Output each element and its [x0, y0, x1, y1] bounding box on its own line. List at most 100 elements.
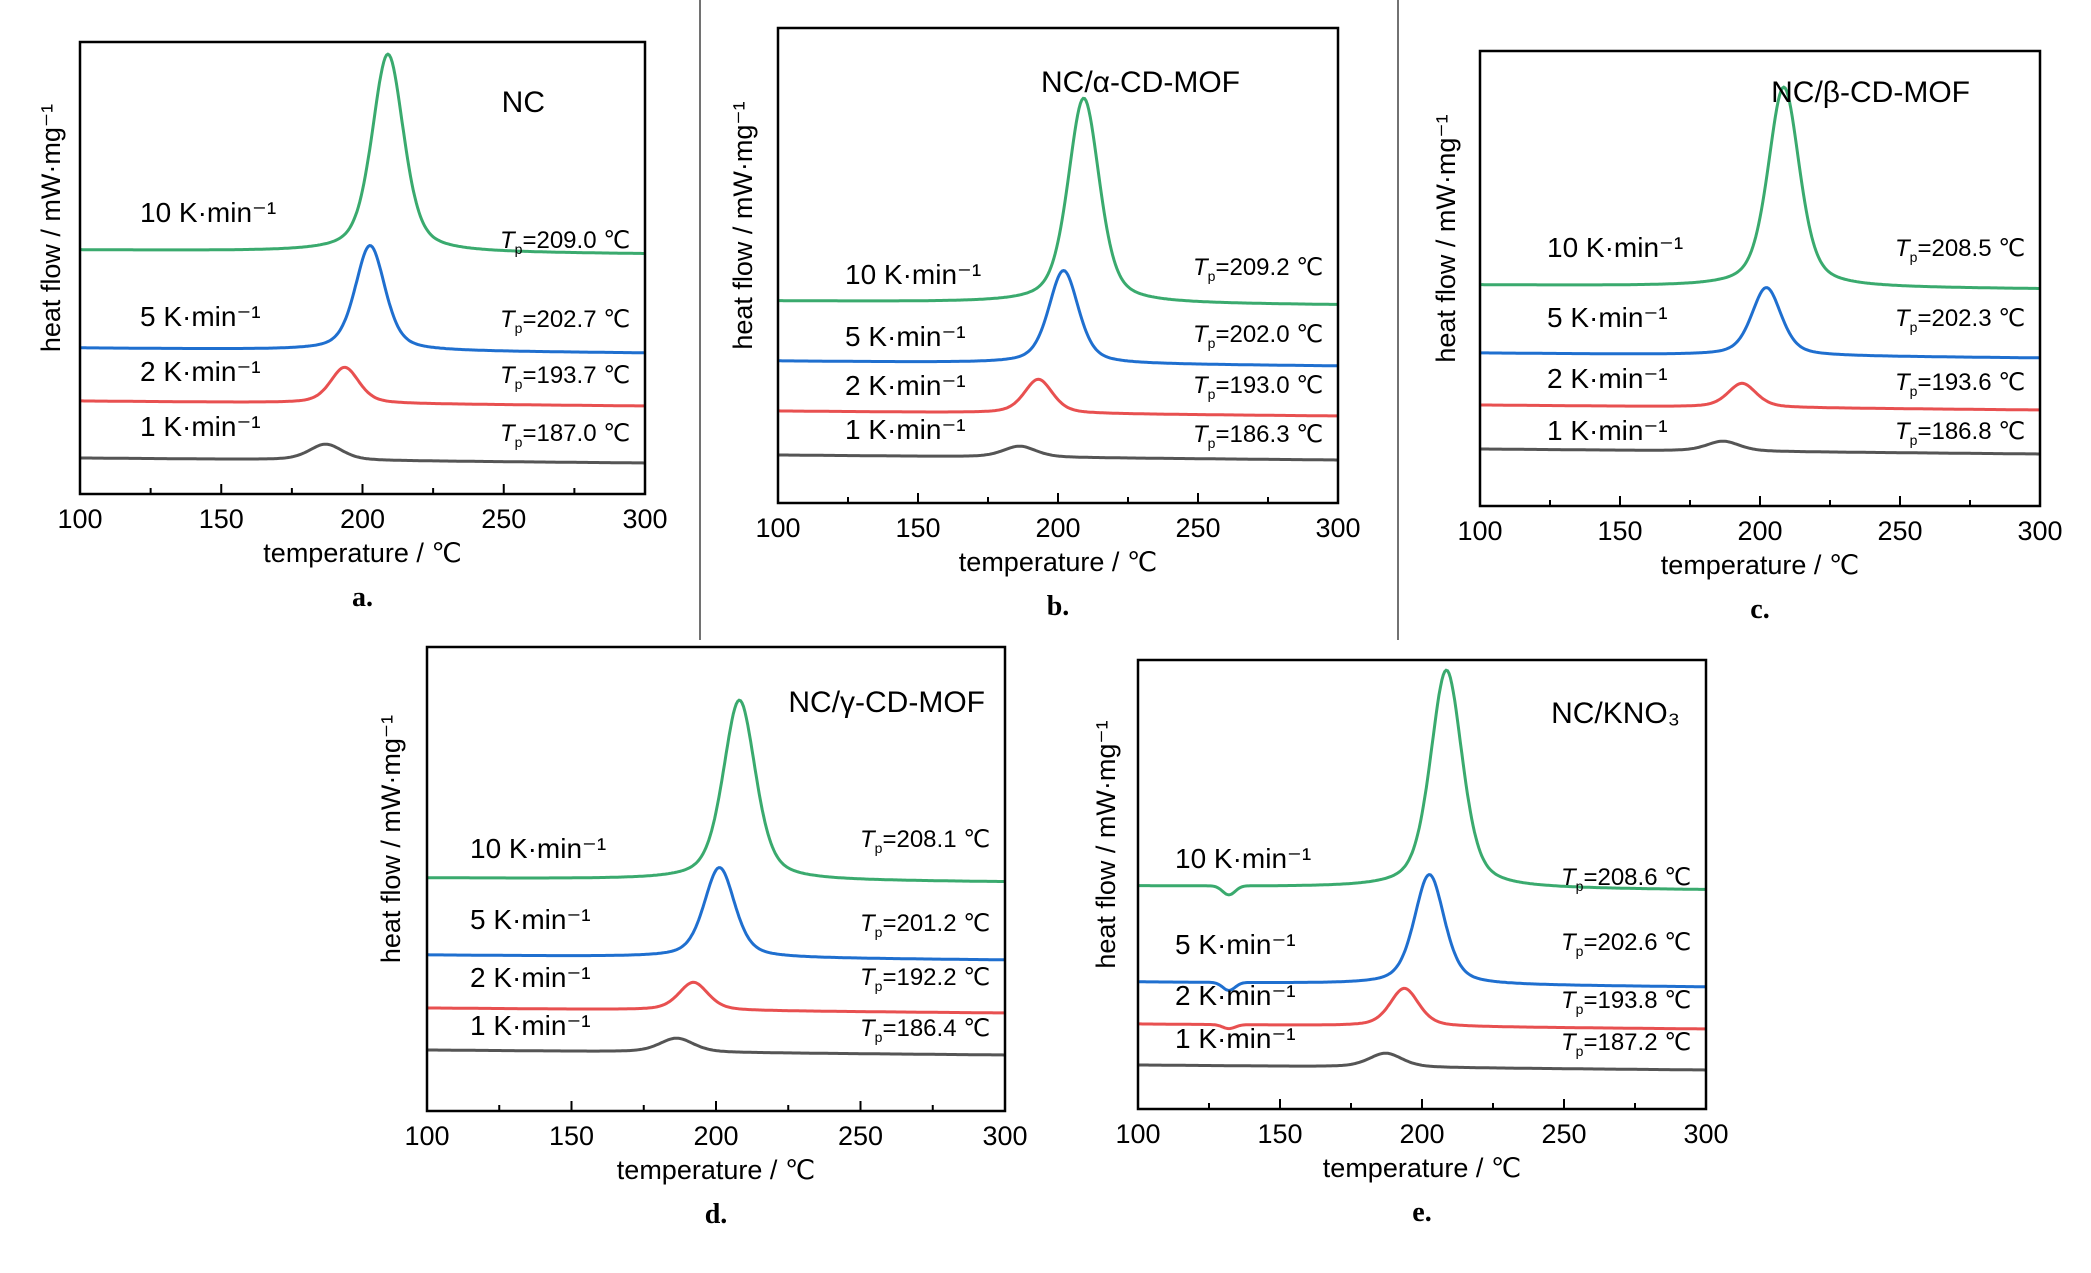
- x-tick-label: 150: [1597, 516, 1642, 546]
- peak-temperature-label: Tp=208.5 ℃: [1895, 235, 2025, 265]
- y-axis-label: heat flow / mW·mg⁻¹: [1431, 114, 1461, 362]
- peak-temperature-label: Tp=186.4 ℃: [860, 1015, 990, 1045]
- y-axis-label: heat flow / mW·mg⁻¹: [728, 101, 758, 349]
- panel-title: NC: [502, 86, 545, 119]
- rate-label: 5 K·min⁻¹: [1547, 302, 1668, 333]
- panel-letter: e.: [1412, 1197, 1431, 1228]
- panel-letter: b.: [1047, 591, 1070, 622]
- rate-label: 10 K·min⁻¹: [1175, 843, 1311, 874]
- peak-temperature-label: Tp=193.7 ℃: [500, 362, 630, 392]
- panel-title: NC/α-CD-MOF: [1041, 66, 1240, 99]
- series-line: [1480, 286, 2041, 360]
- panel-letter: a.: [352, 582, 373, 613]
- x-tick-label: 200: [1737, 516, 1782, 546]
- x-tick-label: 300: [622, 504, 667, 534]
- series-line: [80, 244, 645, 355]
- x-tick-label: 150: [895, 513, 940, 543]
- rate-label: 1 K·min⁻¹: [1547, 415, 1668, 446]
- series-line: [778, 269, 1338, 368]
- series-line: [1480, 85, 2040, 290]
- peak-temperature-label: Tp=187.0 ℃: [500, 420, 630, 450]
- panel-c: 10 K·min⁻¹ Tp=208.5 ℃ 5 K·min⁻¹ Tp=202.3 ℃ 2…: [1431, 49, 2063, 625]
- x-axis-label: temperature / ℃: [1661, 550, 1859, 580]
- x-tick-label: 100: [1115, 1119, 1160, 1149]
- panel-d: 10 K·min⁻¹ Tp=208.1 ℃ 5 K·min⁻¹ Tp=201.2 ℃ 2…: [376, 645, 1028, 1230]
- panel-letter: d.: [705, 1199, 728, 1230]
- rate-label: 5 K·min⁻¹: [140, 301, 261, 332]
- rate-label: 10 K·min⁻¹: [470, 833, 606, 864]
- series-line: [427, 1036, 1005, 1057]
- peak-temperature-label: Tp=202.6 ℃: [1561, 929, 1691, 959]
- rate-label: 2 K·min⁻¹: [1175, 980, 1296, 1011]
- rate-label: 2 K·min⁻¹: [1547, 363, 1668, 394]
- x-tick-label: 250: [1541, 1119, 1586, 1149]
- peak-temperature-label: Tp=186.8 ℃: [1895, 418, 2025, 448]
- peak-temperature-label: Tp=193.6 ℃: [1895, 369, 2025, 399]
- x-tick-label: 250: [1175, 513, 1220, 543]
- rate-label: 1 K·min⁻¹: [845, 414, 966, 445]
- x-axis-label: temperature / ℃: [1323, 1153, 1521, 1183]
- x-tick-label: 250: [838, 1121, 883, 1151]
- peak-temperature-label: Tp=186.3 ℃: [1193, 421, 1323, 451]
- rate-label: 5 K·min⁻¹: [845, 321, 966, 352]
- x-tick-label: 100: [404, 1121, 449, 1151]
- series-line: [80, 52, 645, 255]
- x-tick-label: 200: [1399, 1119, 1444, 1149]
- rate-label: 1 K·min⁻¹: [1175, 1023, 1296, 1054]
- series-line: [426, 980, 1006, 1015]
- panel-title: NC/γ-CD-MOF: [788, 686, 985, 719]
- series-line: [79, 442, 645, 465]
- peak-temperature-label: Tp=187.2 ℃: [1561, 1029, 1691, 1059]
- peak-temperature-label: Tp=209.0 ℃: [500, 227, 630, 257]
- panel-e: 10 K·min⁻¹ Tp=208.6 ℃ 5 K·min⁻¹ Tp=202.6 ℃ 2…: [1091, 658, 1729, 1228]
- x-tick-label: 300: [1683, 1119, 1728, 1149]
- panel-a: 10 K·min⁻¹ Tp=209.0 ℃ 5 K·min⁻¹ Tp=202.7 ℃ 2…: [36, 40, 668, 613]
- rate-label: 1 K·min⁻¹: [140, 411, 261, 442]
- peak-temperature-label: Tp=193.0 ℃: [1193, 372, 1323, 402]
- x-tick-label: 200: [1035, 513, 1080, 543]
- x-axis-label: temperature / ℃: [263, 538, 461, 568]
- rate-label: 1 K·min⁻¹: [470, 1010, 591, 1041]
- series-line: [427, 698, 1005, 883]
- peak-temperature-label: Tp=208.1 ℃: [860, 826, 990, 856]
- y-axis-label: heat flow / mW·mg⁻¹: [36, 104, 66, 352]
- y-axis-label: heat flow / mW·mg⁻¹: [376, 715, 406, 963]
- x-axis-label: temperature / ℃: [959, 547, 1157, 577]
- peak-temperature-label: Tp=201.2 ℃: [860, 910, 990, 940]
- x-tick-label: 250: [1877, 516, 1922, 546]
- series-line: [80, 365, 645, 408]
- x-tick-label: 200: [693, 1121, 738, 1151]
- x-tick-label: 200: [340, 504, 385, 534]
- series-line: [1480, 439, 2040, 456]
- x-tick-label: 100: [755, 513, 800, 543]
- peak-temperature-label: Tp=192.2 ℃: [860, 964, 990, 994]
- panel-b: 10 K·min⁻¹ Tp=209.2 ℃ 5 K·min⁻¹ Tp=202.0 ℃ 2…: [728, 26, 1361, 622]
- x-tick-label: 150: [549, 1121, 594, 1151]
- series-line: [778, 444, 1338, 462]
- x-tick-label: 100: [1457, 516, 1502, 546]
- peak-temperature-label: Tp=202.3 ℃: [1895, 305, 2025, 335]
- x-tick-label: 300: [2017, 516, 2062, 546]
- peak-temperature-label: Tp=202.7 ℃: [500, 306, 630, 336]
- peak-temperature-label: Tp=202.0 ℃: [1193, 321, 1323, 351]
- x-tick-label: 150: [199, 504, 244, 534]
- rate-label: 2 K·min⁻¹: [140, 356, 261, 387]
- rate-label: 2 K·min⁻¹: [470, 962, 591, 993]
- panel-letter: c.: [1750, 594, 1769, 625]
- peak-temperature-label: Tp=193.8 ℃: [1561, 987, 1691, 1017]
- x-tick-label: 150: [1257, 1119, 1302, 1149]
- x-tick-label: 100: [57, 504, 102, 534]
- series-line: [1138, 986, 1706, 1031]
- x-tick-label: 250: [481, 504, 526, 534]
- rate-label: 5 K·min⁻¹: [1175, 929, 1296, 960]
- x-axis-label: temperature / ℃: [617, 1155, 815, 1185]
- panel-title: NC/KNO₃: [1551, 697, 1680, 730]
- series-line: [427, 866, 1005, 962]
- peak-temperature-label: Tp=209.2 ℃: [1193, 254, 1323, 284]
- rate-label: 10 K·min⁻¹: [140, 197, 276, 228]
- x-tick-label: 300: [1315, 513, 1360, 543]
- series-line: [1138, 668, 1706, 897]
- series-line: [1138, 873, 1706, 992]
- rate-label: 10 K·min⁻¹: [1547, 232, 1683, 263]
